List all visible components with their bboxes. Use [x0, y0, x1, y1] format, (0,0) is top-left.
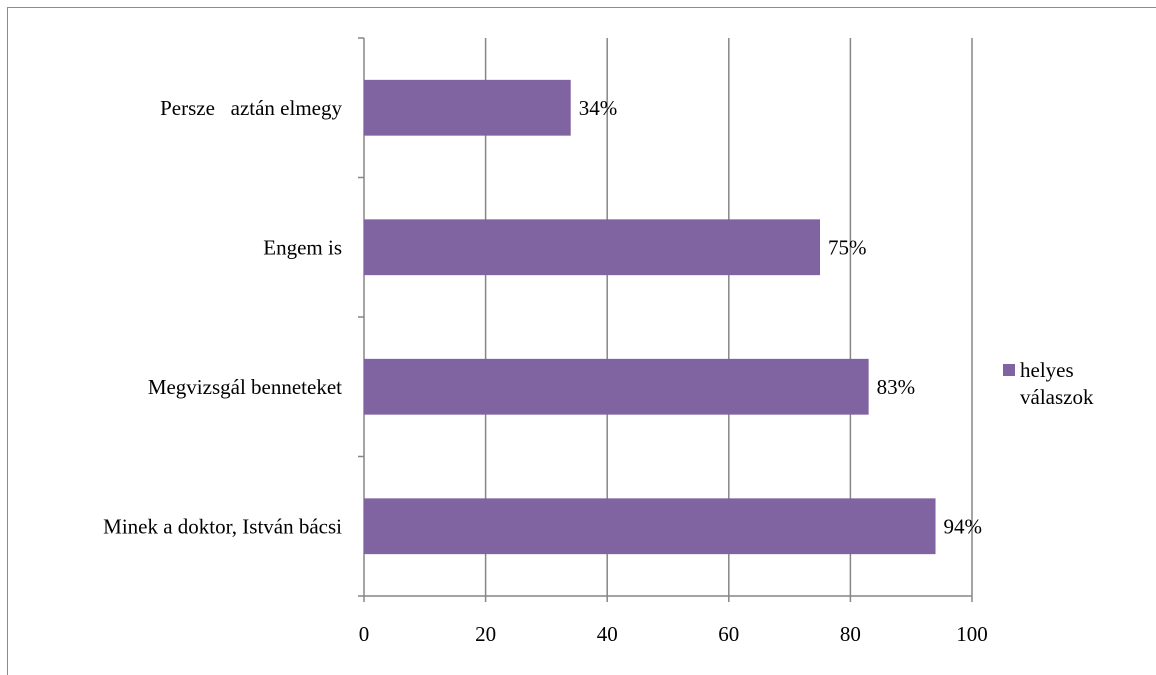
- legend-label: válaszok: [1020, 385, 1094, 409]
- data-label: 34%: [579, 96, 618, 120]
- bar: [364, 358, 869, 415]
- category-label: Engem is: [263, 235, 342, 259]
- x-tick-label: 20: [475, 622, 496, 646]
- x-tick-label: 60: [718, 622, 739, 646]
- bar: [364, 219, 820, 276]
- data-label: 94%: [944, 514, 983, 538]
- x-tick-label: 80: [840, 622, 861, 646]
- category-label: Persze aztán elmegy: [160, 96, 342, 120]
- bar: [364, 79, 571, 136]
- x-tick-label: 0: [359, 622, 370, 646]
- x-tick-label: 40: [597, 622, 618, 646]
- bar: [364, 498, 936, 555]
- data-label: 75%: [828, 235, 867, 259]
- category-label: Minek a doktor, István bácsi: [103, 514, 342, 538]
- legend-label: helyes: [1020, 358, 1074, 382]
- legend-swatch: [1003, 364, 1015, 376]
- data-label: 83%: [877, 375, 916, 399]
- category-label: Megvizsgál benneteket: [148, 375, 342, 399]
- x-tick-label: 100: [956, 622, 988, 646]
- chart-frame: [7, 7, 1156, 675]
